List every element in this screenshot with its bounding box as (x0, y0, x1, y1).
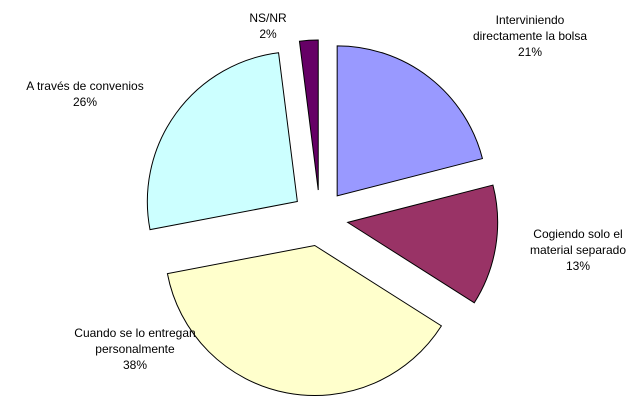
slice-label: A través de convenios (26, 79, 143, 93)
slice-label: material separado (530, 243, 626, 257)
pie-slice (346, 184, 499, 304)
slice-label: personalmente (95, 342, 175, 356)
pie-slice (146, 52, 298, 231)
slice-label: Cuando se lo entregan (74, 326, 195, 340)
pie-slice (298, 39, 319, 191)
slice-label: Interviniendo (496, 13, 565, 27)
slice-label: directamente la bolsa (473, 29, 587, 43)
pie-slice (166, 244, 443, 396)
pie-slice (336, 45, 484, 197)
slice-value-label: 13% (566, 259, 590, 273)
slice-label: NS/NR (249, 11, 287, 25)
slice-value-label: 2% (259, 27, 277, 41)
slice-label: Cogiendo solo el (533, 227, 622, 241)
slice-value-label: 38% (123, 358, 147, 372)
slice-value-label: 21% (518, 45, 542, 59)
slice-value-label: 26% (73, 95, 97, 109)
